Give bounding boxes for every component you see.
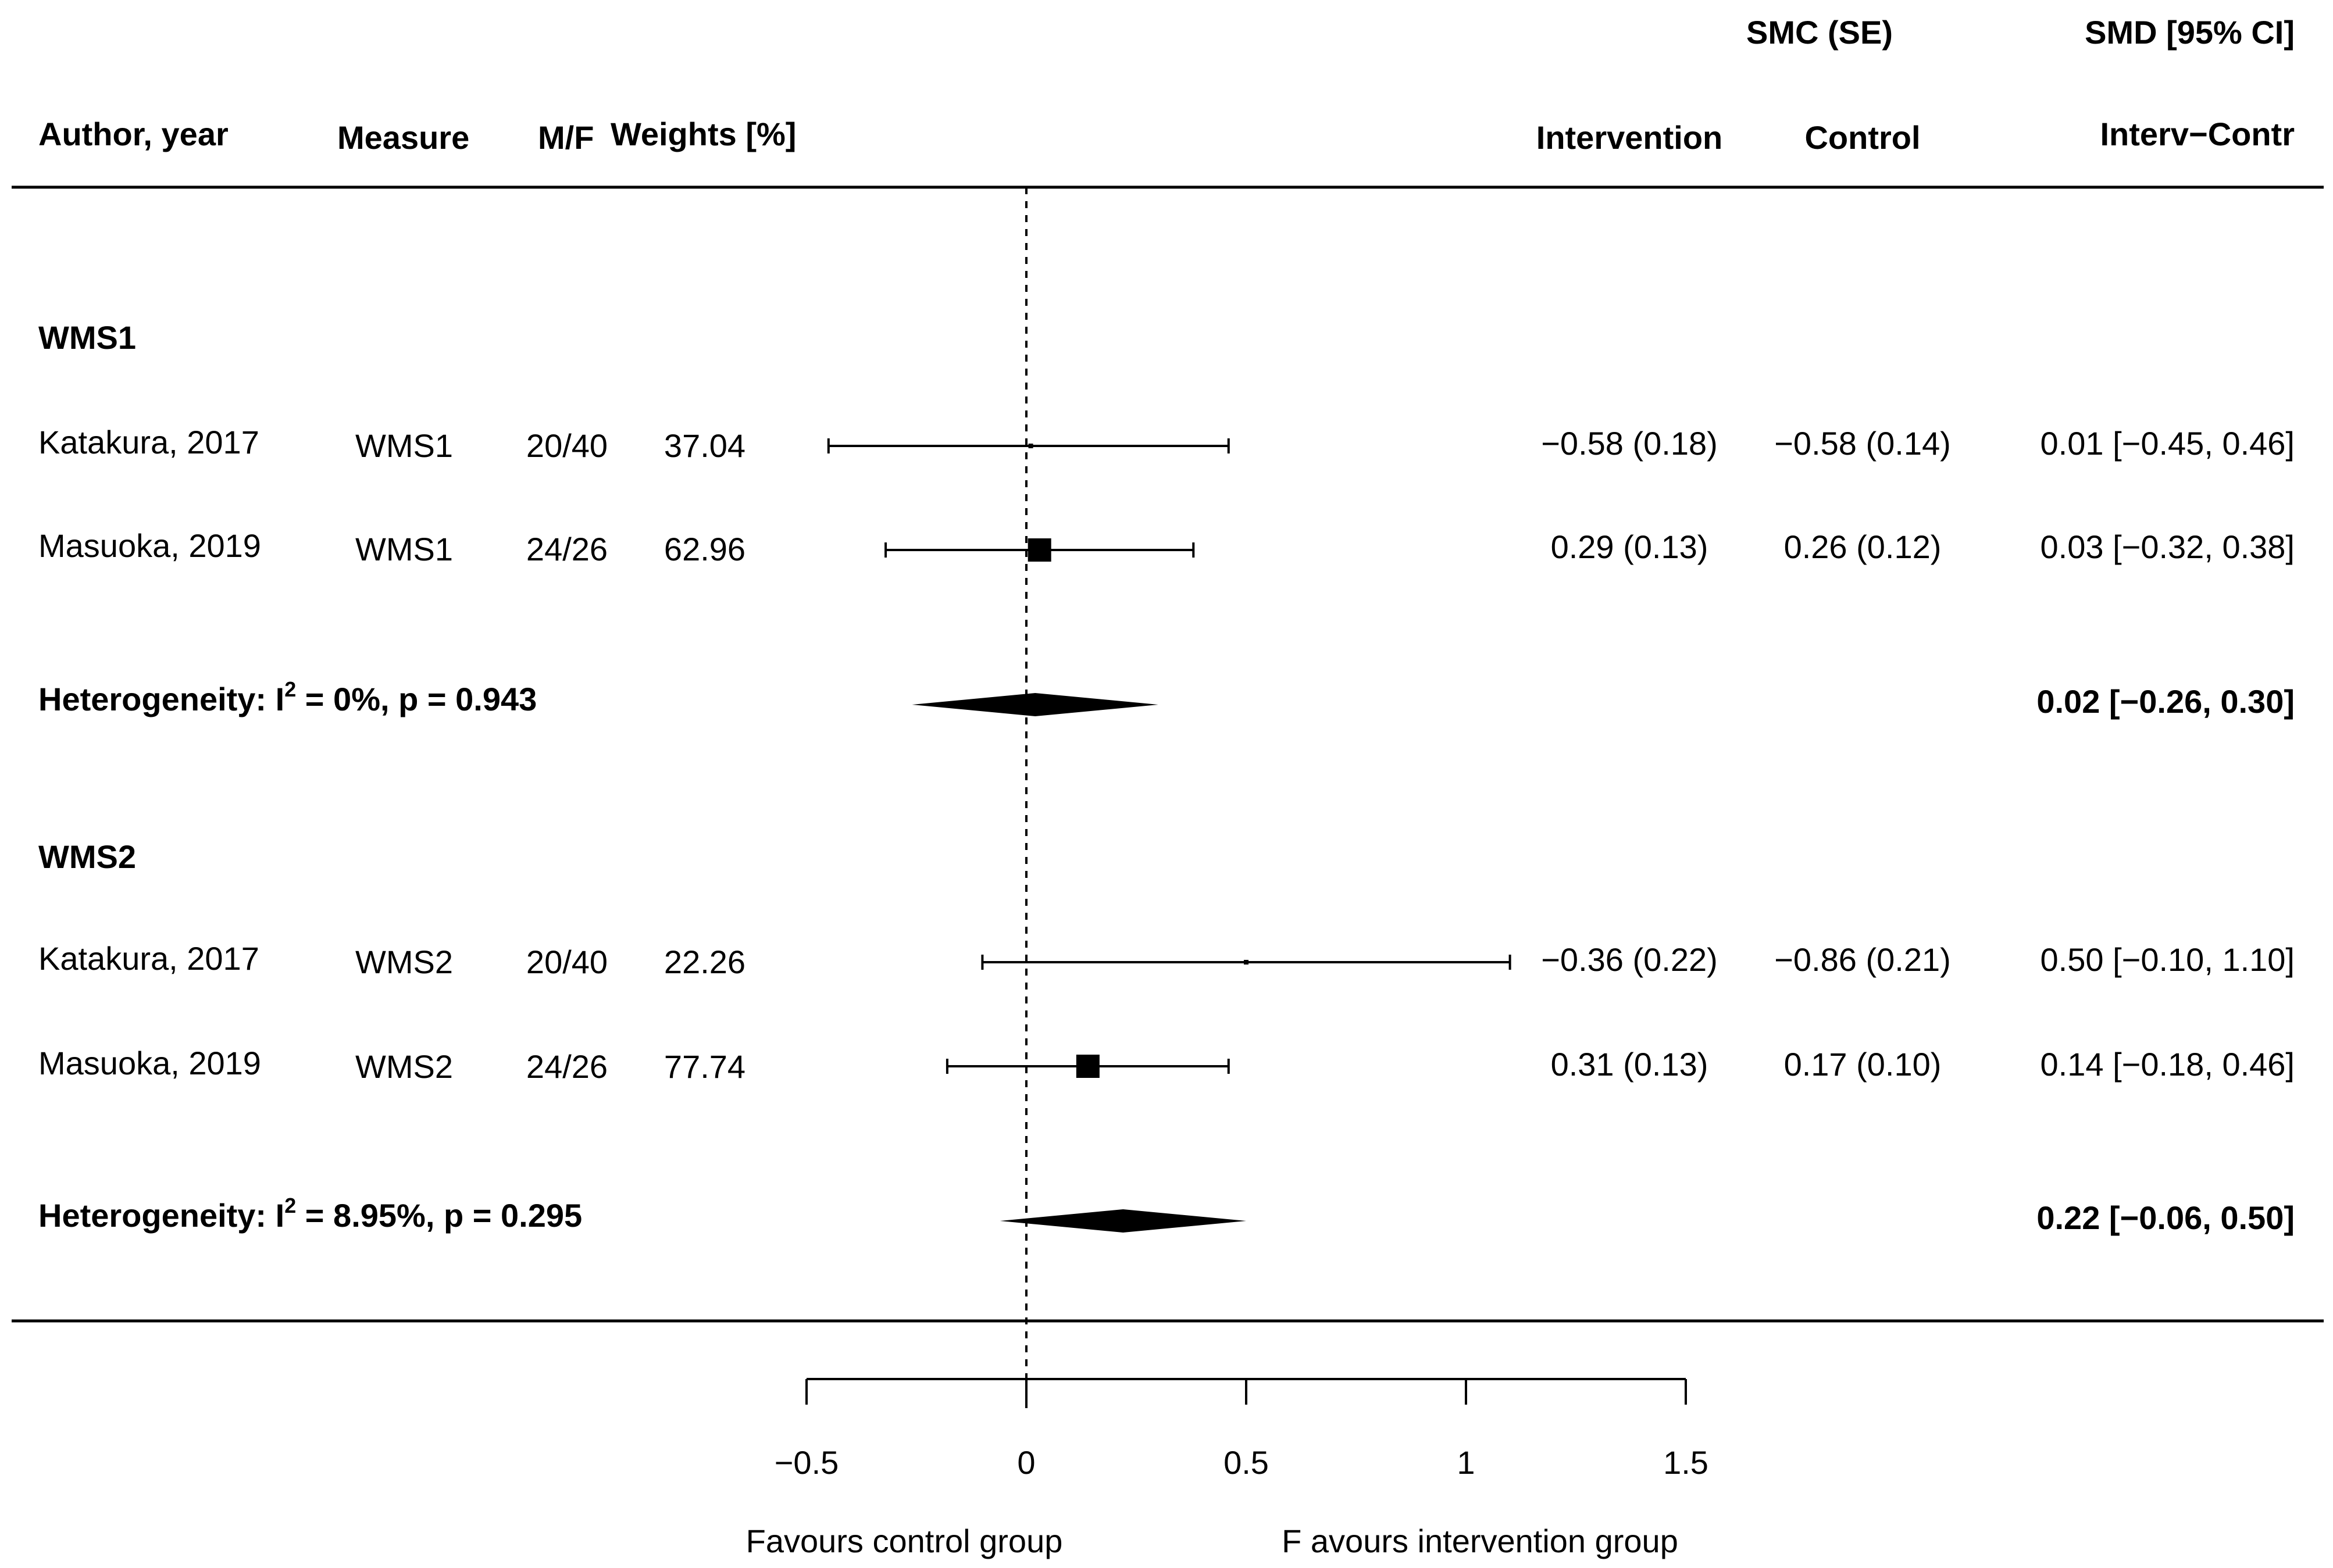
study-effect-ci: 0.14 [−0.18, 0.46] <box>2041 1046 2295 1083</box>
x-axis-ticks: −0.5 0 0.5 1 1.5 <box>775 1379 1708 1481</box>
control-header: Control <box>1804 119 1920 156</box>
point-estimate <box>1076 1055 1100 1078</box>
study-control: 0.17 (0.10) <box>1784 1046 1942 1083</box>
study-intervention: 0.31 (0.13) <box>1551 1046 1708 1083</box>
summary-diamond <box>912 693 1158 716</box>
study-intervention: 0.29 (0.13) <box>1551 528 1708 565</box>
study-author: Katakura, 2017 <box>38 424 259 460</box>
study-effect-ci: 0.50 [−0.10, 1.10] <box>2041 941 2295 978</box>
study-control: −0.58 (0.14) <box>1774 425 1951 462</box>
study-weight: 37.04 <box>664 427 745 464</box>
study-effect-ci: 0.01 [−0.45, 0.46] <box>2041 425 2295 462</box>
point-estimate <box>1028 444 1033 448</box>
study-mf: 20/40 <box>526 427 608 464</box>
favours-control-label: Favours control group <box>746 1523 1063 1559</box>
x-axis-tick-label: 1.5 <box>1663 1444 1708 1481</box>
study-effect-ci: 0.03 [−0.32, 0.38] <box>2041 528 2295 565</box>
study-weight: 62.96 <box>664 531 745 567</box>
group-label-wms1: WMS1 <box>38 319 136 356</box>
study-row: Katakura, 2017 WMS2 20/40 22.26 −0.36 (0… <box>38 940 2295 980</box>
heterogeneity-wms1: Heterogeneity: I2 = 0%, p = 0.943 <box>38 677 537 717</box>
weights-header: Weights [%] <box>611 116 796 152</box>
study-measure: WMS1 <box>355 531 453 567</box>
group-label-wms2: WMS2 <box>38 838 136 875</box>
study-intervention: −0.36 (0.22) <box>1541 941 1718 978</box>
summary-effect-ci-wms1: 0.02 [−0.26, 0.30] <box>2036 683 2295 720</box>
intervention-header: Intervention <box>1536 119 1722 156</box>
smc-group-header: SMC (SE) <box>1746 14 1893 51</box>
diff-header: Interv−Contr <box>2100 116 2295 152</box>
study-control: −0.86 (0.21) <box>1774 941 1951 978</box>
effect-marks <box>827 438 1511 1233</box>
x-axis-tick-label: 0.5 <box>1223 1444 1269 1481</box>
point-estimate <box>1028 538 1051 562</box>
study-weight: 77.74 <box>664 1048 745 1085</box>
mf-header: M/F <box>538 119 594 156</box>
study-control: 0.26 (0.12) <box>1784 528 1942 565</box>
x-axis-tick-label: 1 <box>1457 1444 1475 1481</box>
study-author: Masuoka, 2019 <box>38 1045 261 1081</box>
study-mf: 24/26 <box>526 1048 608 1085</box>
study-row: Masuoka, 2019 WMS2 24/26 77.74 0.31 (0.1… <box>38 1045 2295 1085</box>
summary-effect-ci-wms2: 0.22 [−0.06, 0.50] <box>2036 1199 2295 1236</box>
point-estimate <box>1244 960 1248 965</box>
measure-header: Measure <box>337 119 469 156</box>
study-measure: WMS2 <box>355 1048 453 1085</box>
x-axis-tick-label: 0 <box>1017 1444 1035 1481</box>
study-intervention: −0.58 (0.18) <box>1541 425 1718 462</box>
x-axis-tick-label: −0.5 <box>775 1444 839 1481</box>
heterogeneity-wms2: Heterogeneity: I2 = 8.95%, p = 0.295 <box>38 1194 582 1234</box>
study-measure: WMS1 <box>355 427 453 464</box>
study-mf: 20/40 <box>526 944 608 980</box>
study-measure: WMS2 <box>355 944 453 980</box>
favours-intervention-label: F avours intervention group <box>1282 1523 1678 1559</box>
summary-diamond <box>1000 1209 1246 1233</box>
study-mf: 24/26 <box>526 531 608 567</box>
study-row: Masuoka, 2019 WMS1 24/26 62.96 0.29 (0.1… <box>38 527 2295 567</box>
study-weight: 22.26 <box>664 944 745 980</box>
study-row: Katakura, 2017 WMS1 20/40 37.04 −0.58 (0… <box>38 424 2295 464</box>
smd-group-header: SMD [95% CI] <box>2085 14 2295 51</box>
study-author: Katakura, 2017 <box>38 940 259 977</box>
study-author: Masuoka, 2019 <box>38 527 261 564</box>
author-header: Author, year <box>38 116 229 152</box>
